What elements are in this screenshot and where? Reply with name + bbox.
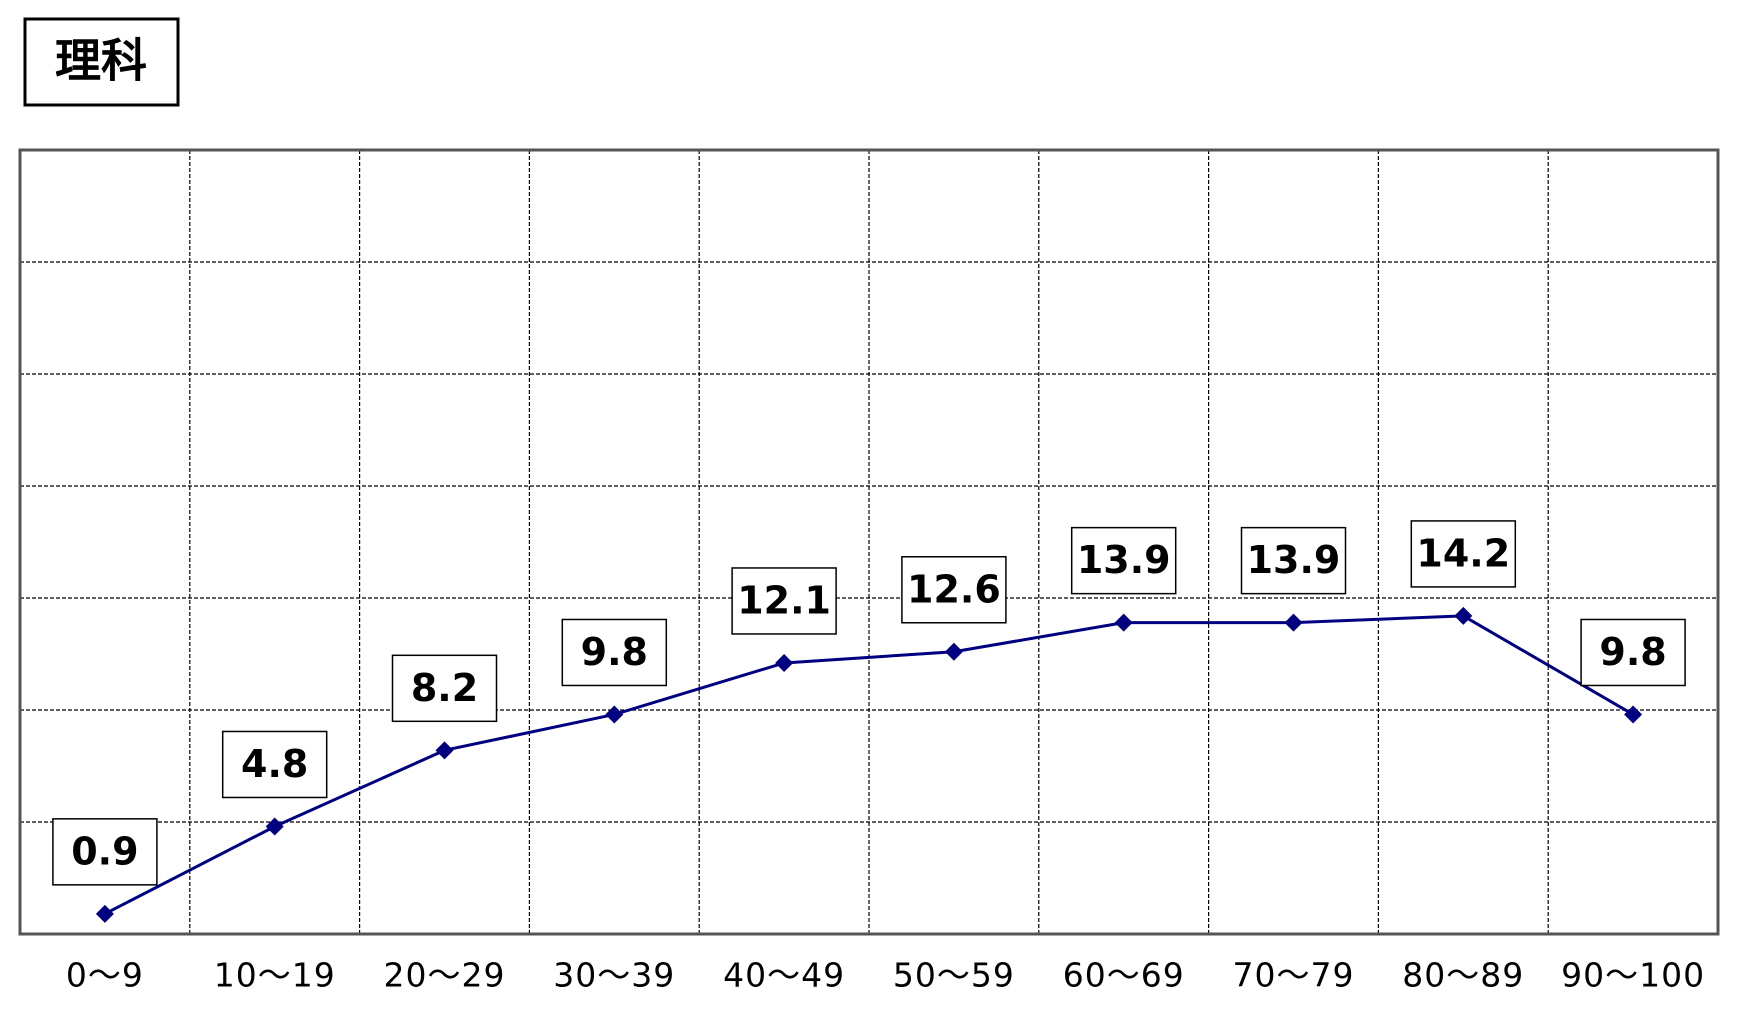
- data-point: [775, 653, 794, 672]
- title-box: [23, 17, 180, 107]
- value-label-box: [1580, 618, 1686, 687]
- x-tick-label: 50〜59: [893, 956, 1015, 995]
- data-point: [605, 705, 624, 724]
- x-tick-label: 70〜79: [1233, 956, 1355, 995]
- value-label: 14.2: [1416, 531, 1510, 575]
- value-label: 12.1: [737, 578, 831, 622]
- value-label: 4.8: [241, 742, 308, 786]
- value-label: 13.9: [1247, 538, 1341, 582]
- data-point: [95, 904, 114, 923]
- value-label: 13.9: [1077, 538, 1171, 582]
- value-label-box: [731, 567, 837, 635]
- value-label-box: [1240, 526, 1347, 595]
- x-tick-label: 40〜49: [723, 956, 845, 995]
- x-tick-label: 80〜89: [1402, 956, 1524, 995]
- value-label-box: [52, 818, 158, 886]
- value-label-box: [1410, 520, 1517, 588]
- data-line: [104, 614, 1634, 916]
- value-label: 9.8: [581, 630, 648, 674]
- data-point: [1624, 705, 1643, 724]
- data-point: [1284, 613, 1303, 632]
- data-point: [435, 741, 454, 760]
- x-tick-label: 30〜39: [553, 956, 675, 995]
- value-label: 0.9: [71, 829, 138, 873]
- value-label: 9.8: [1599, 630, 1666, 674]
- data-point: [1114, 613, 1133, 632]
- value-label-box: [391, 654, 498, 723]
- data-point: [265, 817, 284, 836]
- x-tick-label: 60〜69: [1063, 956, 1185, 995]
- x-tick-label: 90〜100: [1561, 956, 1705, 995]
- value-label-box: [221, 730, 328, 799]
- data-point: [1454, 606, 1473, 625]
- data-point: [944, 642, 963, 661]
- value-label-box: [561, 618, 668, 687]
- value-label: 12.6: [907, 567, 1001, 611]
- x-tick-label: 10〜19: [214, 956, 336, 995]
- value-label-box: [901, 556, 1007, 624]
- value-label: 8.2: [411, 666, 478, 710]
- value-label-box: [1070, 526, 1177, 595]
- x-tick-label: 0〜9: [66, 956, 144, 995]
- chart-title: 理科: [55, 34, 147, 88]
- x-tick-label: 20〜29: [384, 956, 506, 995]
- plot-border: [18, 148, 1720, 936]
